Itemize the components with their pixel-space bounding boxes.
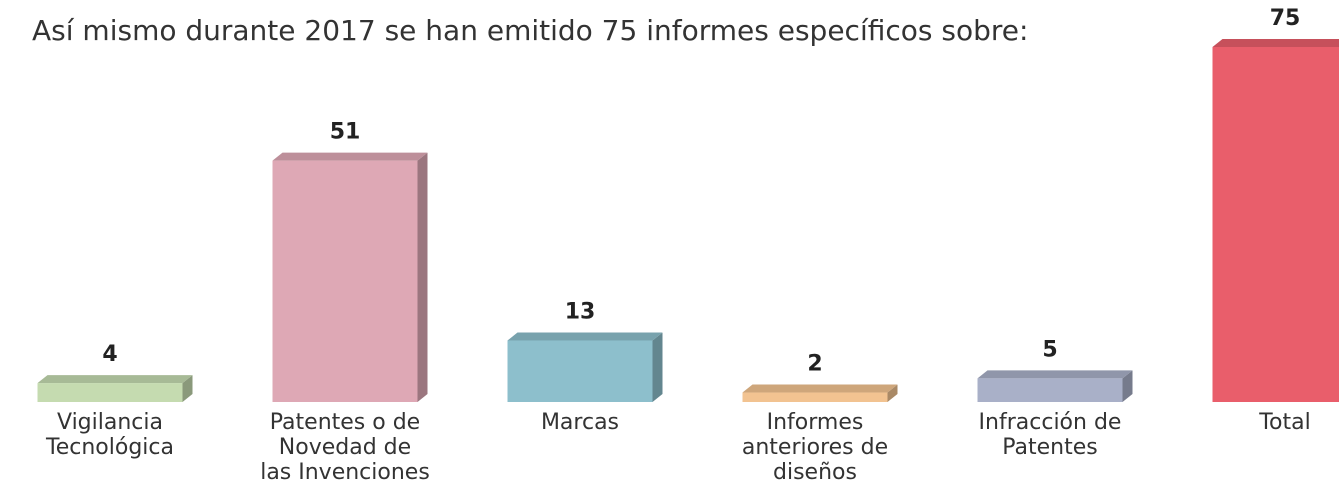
x-tick-label: Vigilancia Tecnológica [46, 410, 174, 460]
bar-top [977, 370, 1133, 379]
value-label: 2 [807, 352, 822, 377]
value-label: 75 [1270, 6, 1301, 31]
x-tick-label: Patentes o de Novedad de las Invenciones [260, 410, 430, 485]
value-label: 13 [565, 299, 596, 324]
x-tick-label: Infracción de Patentes [978, 410, 1122, 460]
bar-face [37, 383, 183, 402]
chart-title: Así mismo durante 2017 se han emitido 75… [32, 14, 1029, 47]
bar-face [742, 392, 888, 402]
x-tick-label: Informes anteriores de diseños [741, 410, 889, 485]
bar-side [182, 375, 193, 402]
bar-top [507, 332, 663, 341]
bar-top [272, 152, 428, 161]
bar [977, 370, 1133, 402]
bar [507, 332, 663, 402]
value-label: 4 [102, 342, 117, 367]
bar-top [37, 375, 193, 384]
bar-top [1212, 39, 1339, 47]
bar-face [977, 378, 1123, 402]
bar-top [742, 384, 898, 393]
bar-face [272, 160, 418, 402]
bar-face [1212, 47, 1339, 402]
bar-side [1122, 370, 1133, 402]
bar [272, 152, 428, 402]
bar [1212, 39, 1339, 402]
x-tick-label: Total [1259, 410, 1311, 435]
bar-face [507, 340, 653, 402]
bar-side [652, 332, 663, 402]
bar [37, 375, 193, 402]
x-tick-label: Marcas [540, 410, 620, 435]
bar-side [417, 152, 428, 402]
bar [742, 384, 898, 402]
value-label: 5 [1042, 337, 1057, 362]
value-label: 51 [330, 120, 361, 145]
bar-side [887, 384, 898, 402]
